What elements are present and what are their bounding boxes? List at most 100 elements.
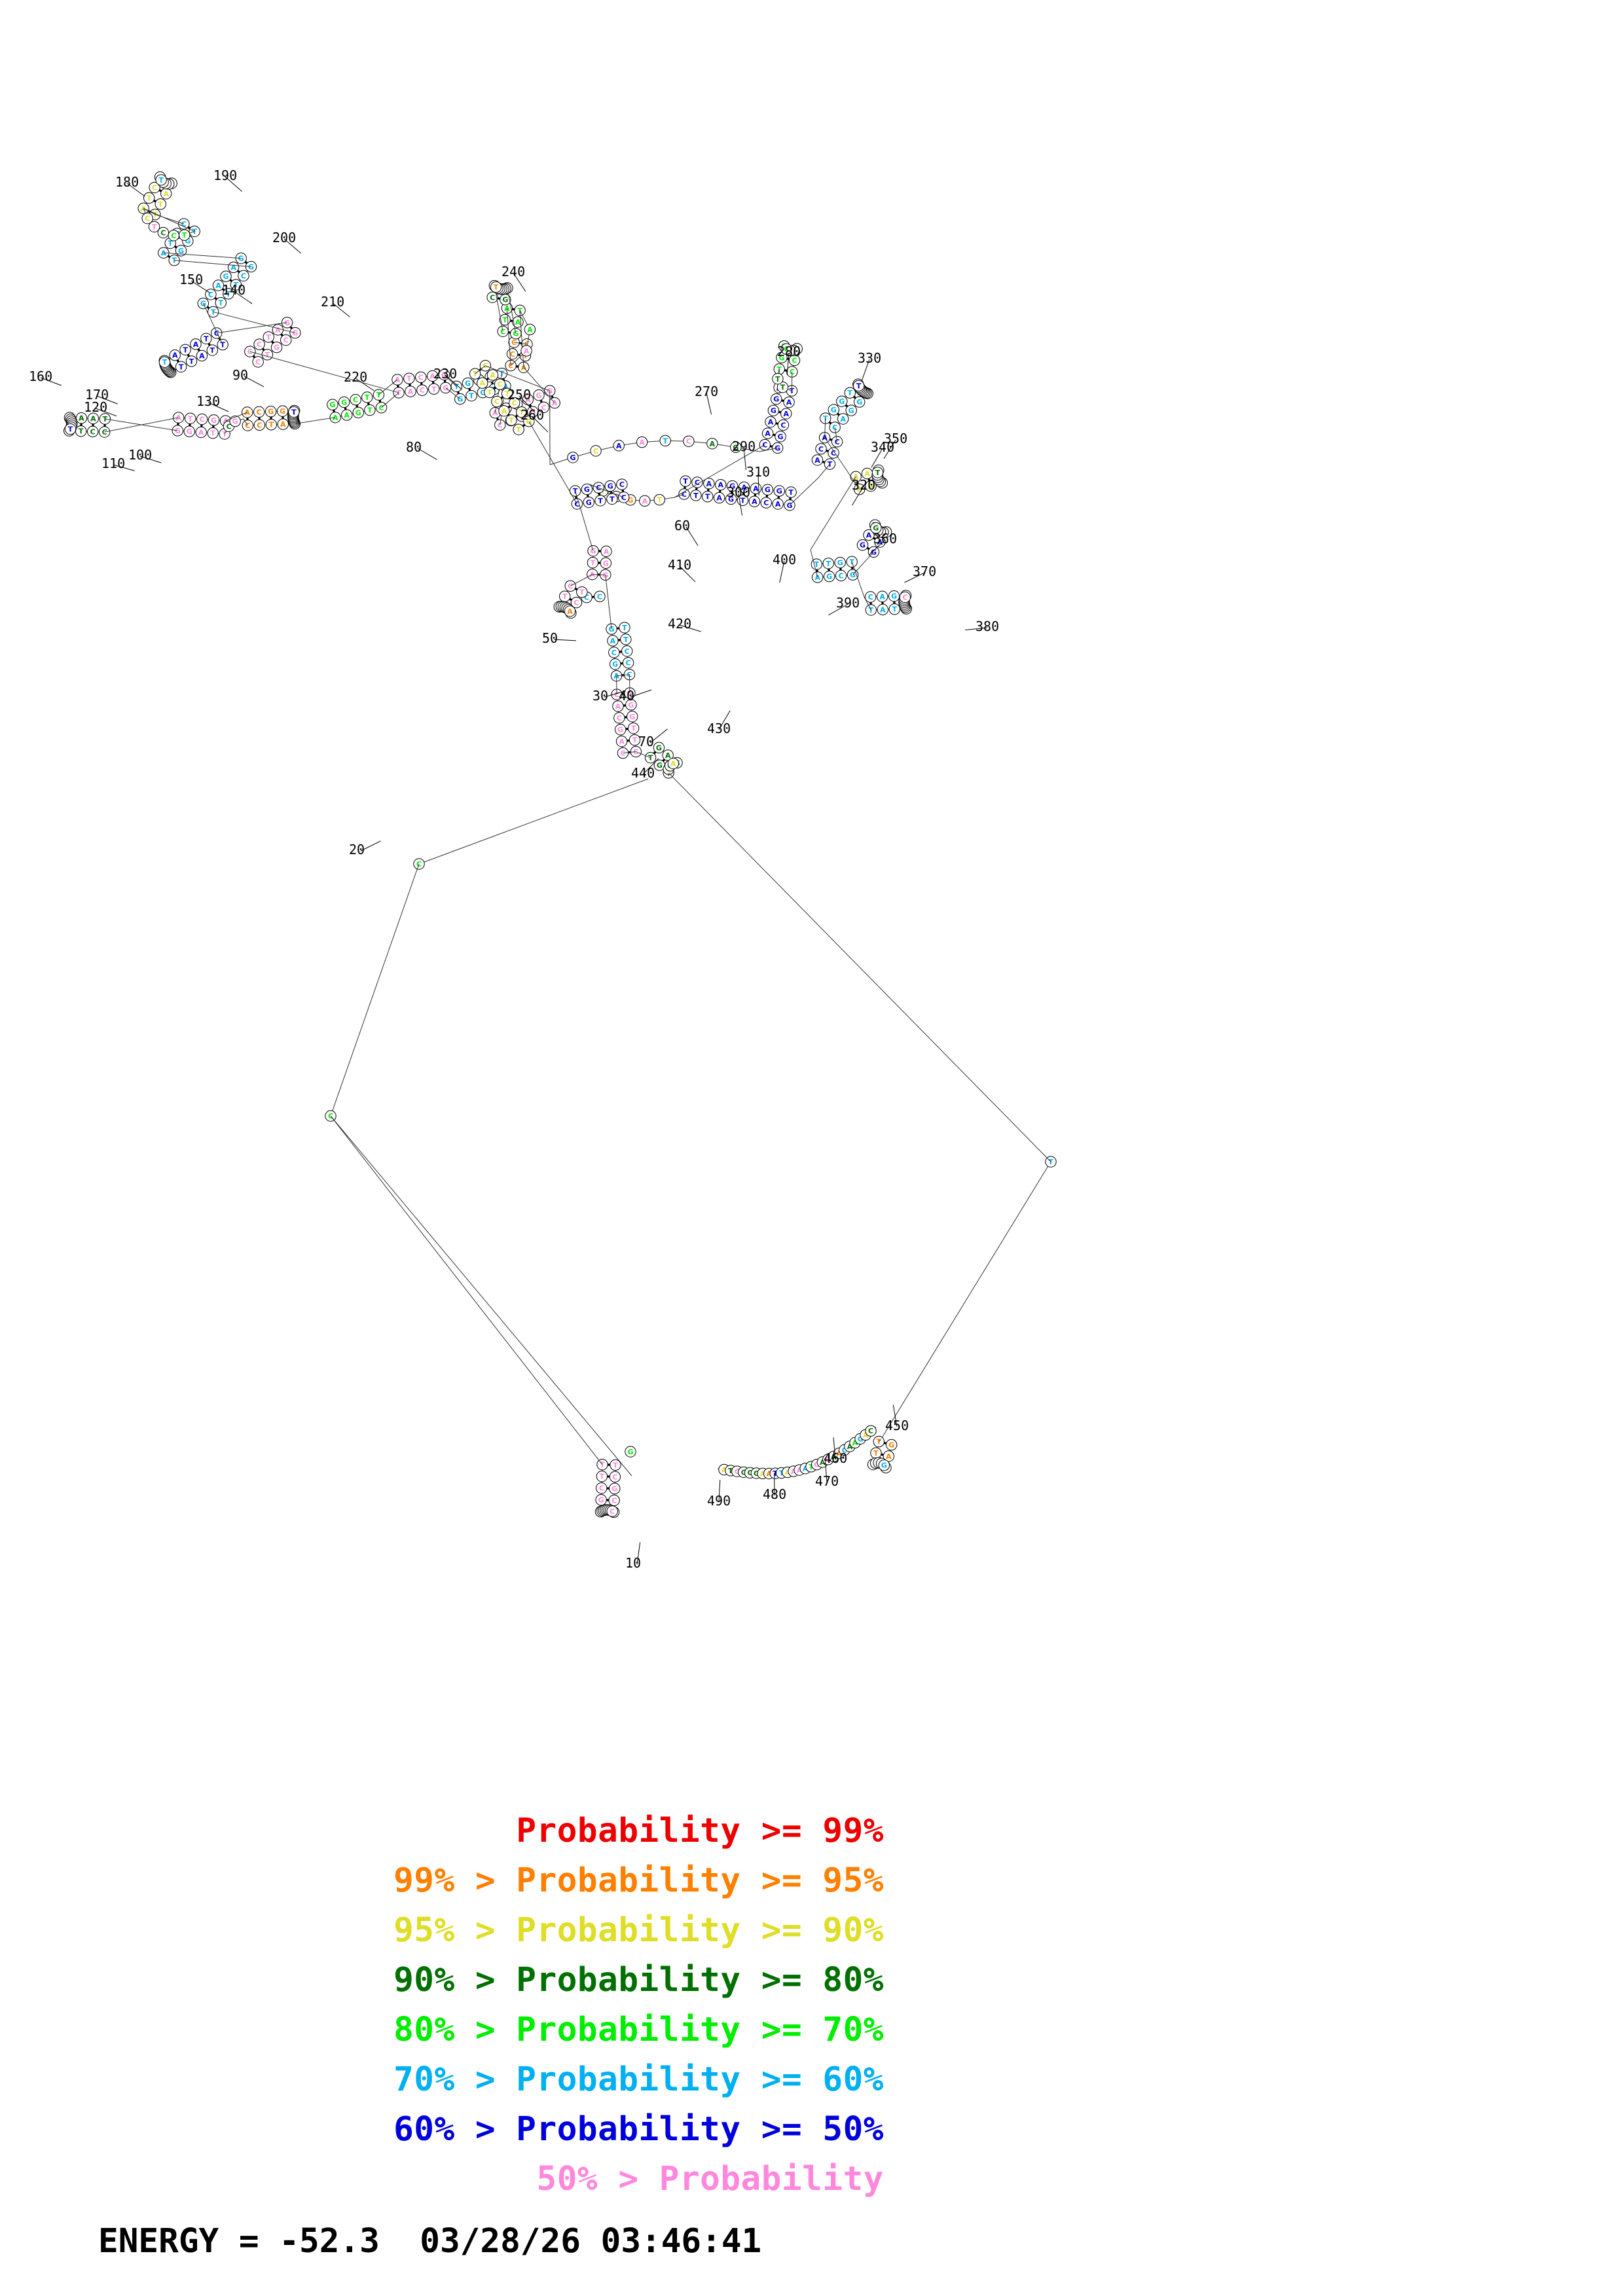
- svg-text:T: T: [494, 283, 499, 292]
- position-label: 480: [763, 1486, 786, 1502]
- svg-text:G: G: [465, 379, 471, 387]
- svg-text:A: A: [665, 751, 671, 760]
- svg-text:T: T: [828, 460, 833, 469]
- nucleotide: A: [750, 482, 762, 495]
- svg-text:G: G: [584, 486, 590, 494]
- svg-text:G: G: [629, 713, 635, 721]
- svg-text:T: T: [192, 228, 197, 236]
- svg-text:C: C: [208, 291, 213, 299]
- nucleotide: A: [277, 418, 289, 430]
- nucleotide: C: [596, 1482, 608, 1494]
- svg-text:C: C: [226, 422, 231, 431]
- svg-text:G: G: [627, 496, 633, 505]
- svg-text:C: C: [593, 447, 598, 456]
- nucleotide: G: [229, 415, 241, 427]
- nucleotide: C: [622, 656, 634, 669]
- svg-text:T: T: [779, 1469, 784, 1477]
- position-label: 40: [619, 688, 634, 704]
- position-label: 400: [773, 552, 796, 567]
- nucleotide: C: [606, 1505, 618, 1517]
- nucleotide: T: [207, 427, 219, 439]
- position-label: 210: [321, 294, 344, 310]
- svg-text:C: C: [784, 345, 789, 353]
- position-label: 170: [85, 387, 109, 403]
- svg-text:C: C: [780, 421, 786, 429]
- svg-text:C: C: [599, 1484, 604, 1493]
- position-label: 290: [732, 439, 756, 454]
- svg-text:T: T: [892, 605, 898, 614]
- svg-text:C: C: [510, 350, 515, 359]
- svg-text:T: T: [775, 375, 780, 384]
- svg-text:A: A: [831, 1452, 837, 1461]
- nucleotide: A: [706, 438, 718, 450]
- nucleotide: C: [864, 591, 877, 603]
- position-label: 180: [115, 174, 139, 190]
- svg-text:T: T: [365, 393, 370, 402]
- svg-text:T: T: [291, 408, 297, 416]
- svg-text:T: T: [79, 427, 84, 436]
- svg-text:C: C: [611, 649, 617, 657]
- position-label: 110: [101, 456, 125, 471]
- svg-text:C: C: [818, 445, 824, 454]
- svg-text:G: G: [611, 1484, 617, 1493]
- svg-text:A: A: [886, 1452, 892, 1461]
- svg-text:T: T: [856, 382, 862, 390]
- svg-text:T: T: [226, 290, 231, 298]
- svg-text:C: C: [614, 691, 619, 699]
- svg-text:C: C: [620, 749, 625, 758]
- svg-text:A: A: [619, 738, 625, 746]
- svg-text:T: T: [158, 200, 164, 209]
- nucleotide: G: [609, 1482, 621, 1495]
- nucleotide: A: [477, 377, 488, 389]
- svg-text:T: T: [503, 316, 508, 325]
- svg-text:T: T: [657, 496, 663, 505]
- nucleotide: C: [691, 476, 703, 488]
- svg-text:T: T: [809, 1463, 814, 1471]
- nucleotide: T: [606, 493, 618, 505]
- svg-text:T: T: [877, 1438, 882, 1446]
- svg-text:G: G: [457, 395, 463, 404]
- svg-text:A: A: [768, 418, 774, 427]
- svg-text:T: T: [562, 592, 568, 601]
- nucleotide: G: [581, 483, 593, 495]
- svg-text:T: T: [826, 560, 831, 568]
- svg-text:A: A: [706, 480, 712, 488]
- nucleotide: T: [215, 296, 227, 309]
- svg-text:T: T: [705, 493, 710, 501]
- svg-text:A: A: [797, 1466, 803, 1475]
- svg-text:C: C: [200, 416, 205, 424]
- nucleotide: G: [854, 396, 866, 408]
- svg-text:T: T: [367, 406, 373, 415]
- position-label: 230: [433, 366, 457, 382]
- svg-text:C: C: [902, 593, 907, 601]
- nucleotide: T: [772, 373, 784, 385]
- nucleotide: T: [155, 198, 166, 210]
- svg-text:G: G: [356, 408, 361, 417]
- svg-text:C: C: [490, 293, 495, 302]
- nucleotide: A: [703, 478, 715, 490]
- svg-text:G: G: [837, 559, 843, 567]
- svg-text:A: A: [172, 351, 178, 360]
- position-label: 50: [542, 630, 558, 646]
- nucleotide: T: [230, 279, 242, 291]
- nucleotide: C: [252, 356, 264, 368]
- nucleotide: A: [876, 590, 888, 603]
- nucleotide: C: [621, 645, 633, 657]
- svg-text:C: C: [90, 427, 96, 436]
- svg-text:A: A: [479, 379, 485, 387]
- svg-text:G: G: [609, 625, 615, 634]
- svg-text:G: G: [888, 1441, 894, 1449]
- nucleotide: T: [596, 1470, 608, 1482]
- nucleotide: A: [190, 338, 202, 350]
- svg-text:A: A: [275, 326, 281, 334]
- nucleotide: G: [462, 377, 474, 389]
- nucleotide: G: [614, 724, 627, 736]
- svg-text:A: A: [741, 483, 747, 492]
- svg-text:A: A: [866, 531, 872, 539]
- position-label: 120: [84, 399, 107, 415]
- svg-text:A: A: [552, 399, 558, 408]
- svg-text:A: A: [880, 605, 886, 614]
- svg-text:T: T: [663, 437, 668, 445]
- nucleotide: A: [639, 495, 651, 507]
